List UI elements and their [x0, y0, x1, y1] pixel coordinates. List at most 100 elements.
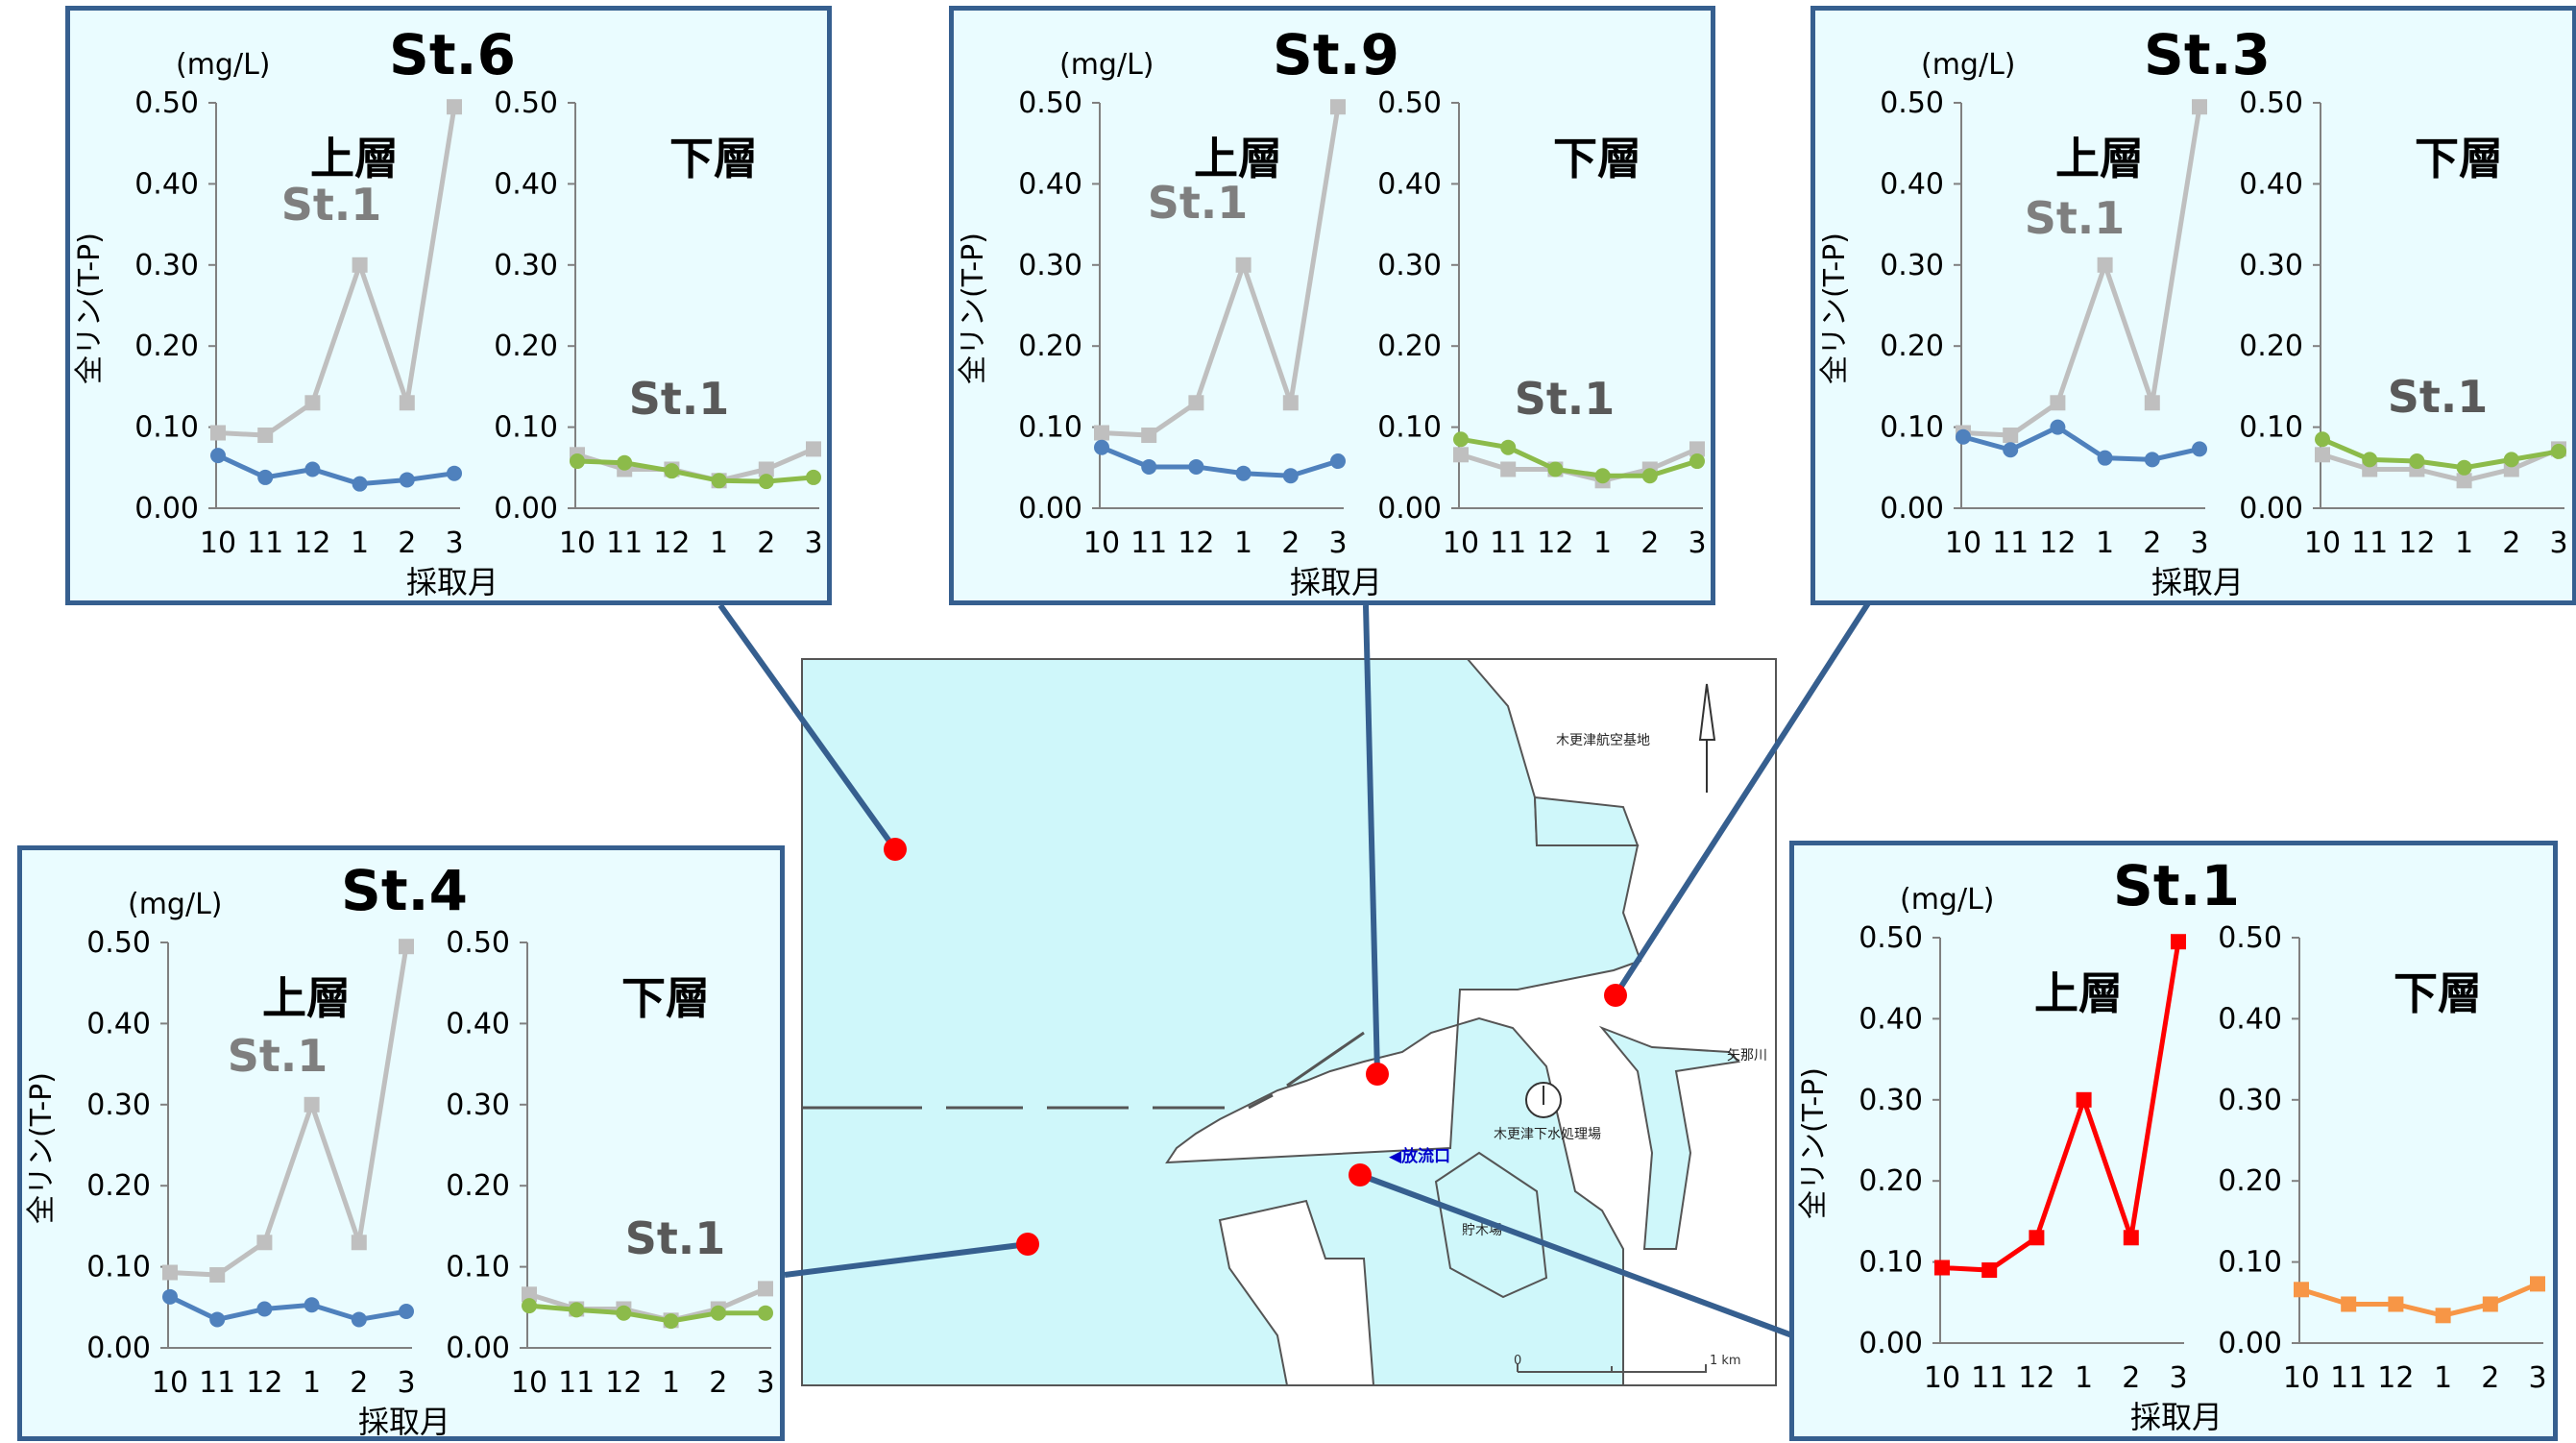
upper-ytick-label: 0.40 — [134, 167, 199, 201]
x-axis-label: 採取月 — [1290, 564, 1382, 600]
lower-xtick-label: 3 — [756, 1366, 774, 1400]
upper-reference-st1-point — [256, 1235, 273, 1251]
label-outfall: ◀放流口 — [1389, 1146, 1450, 1166]
upper-ytick-label: 0.20 — [1018, 330, 1082, 363]
lower-xtick-label: 2 — [2481, 1361, 2499, 1395]
upper-ytick-label: 0.10 — [1859, 1246, 1923, 1280]
upper-ytick-label: 0.30 — [1859, 1084, 1923, 1117]
upper-ytick-label: 0.00 — [1018, 492, 1082, 526]
lower-station-point — [570, 453, 585, 470]
upper-station-point — [256, 1301, 273, 1317]
unit-label: (mg/L) — [1921, 48, 2016, 82]
lower-station-point — [2503, 452, 2519, 468]
connector-st6 — [717, 603, 898, 851]
upper-station-point — [304, 461, 321, 477]
y-axis-label: 全リン(T-P) — [73, 232, 107, 384]
lower-st1-line — [2300, 1282, 2539, 1318]
lower-reference-st1-point — [2315, 447, 2330, 463]
lower-layer-label: 下層 — [621, 972, 710, 1024]
upper-reference-st1-point — [2003, 428, 2019, 444]
unit-label: (mg/L) — [176, 48, 271, 82]
station-point-st1[interactable] — [1349, 1163, 1372, 1186]
lower-xtick-label: 12 — [605, 1366, 642, 1400]
upper-xtick-label: 11 — [1971, 1361, 2007, 1395]
lower-xtick-label: 3 — [804, 526, 822, 560]
upper-station-point — [2097, 450, 2113, 466]
upper-st1-point — [2029, 1230, 2045, 1246]
upper-reference-st1-point — [1235, 257, 1252, 273]
lower-station-point — [1641, 468, 1658, 484]
upper-ytick-label: 0.50 — [1859, 921, 1923, 955]
lower-ytick-label: 0.40 — [1377, 167, 1442, 201]
lower-reference-st1-point — [758, 461, 774, 477]
lower-ytick-label: 0.50 — [446, 926, 510, 960]
upper-reference-st1-point — [352, 257, 368, 273]
upper-station-point — [209, 1311, 226, 1328]
upper-xtick-label: 1 — [1234, 526, 1252, 560]
upper-station-point — [399, 1304, 414, 1320]
lower-station-point — [617, 454, 633, 471]
upper-reference-st1-point — [1094, 425, 1109, 441]
upper-station-point — [2144, 452, 2160, 468]
upper-xtick-label: 3 — [2190, 526, 2208, 560]
lower-reference-st1-point — [2456, 473, 2472, 489]
lower-st1-point — [2530, 1276, 2545, 1292]
upper-station-point — [1235, 465, 1252, 481]
upper-xtick-label: 1 — [303, 1366, 321, 1400]
connector-st3 — [1613, 601, 1871, 997]
station-point-st9[interactable] — [1366, 1063, 1389, 1086]
chart-title: St.3 — [2144, 22, 2271, 87]
lower-xtick-label: 10 — [1443, 526, 1479, 560]
upper-station-point — [1956, 428, 1971, 445]
lower-ytick-label: 0.00 — [2239, 492, 2303, 526]
x-axis-label: 採取月 — [406, 564, 498, 600]
lower-xtick-label: 12 — [653, 526, 690, 560]
upper-reference-st1-point — [2144, 395, 2160, 411]
lower-ytick-label: 0.30 — [2218, 1084, 2282, 1117]
upper-xtick-label: 10 — [1924, 1361, 1960, 1395]
upper-reference-label: St.1 — [2025, 192, 2126, 244]
station-point-st3[interactable] — [1604, 984, 1627, 1007]
upper-station-point — [1282, 468, 1299, 484]
upper-station-point — [1330, 453, 1346, 470]
x-axis-label: 採取月 — [2130, 1399, 2223, 1435]
lower-station-point — [2456, 459, 2472, 476]
y-axis-label: 全リン(T-P) — [957, 232, 990, 384]
upper-reference-st1-point — [257, 428, 274, 444]
lower-ytick-label: 0.30 — [2239, 249, 2303, 282]
upper-xtick-label: 11 — [199, 1366, 235, 1400]
lower-xtick-label: 10 — [559, 526, 595, 560]
upper-xtick-label: 2 — [2122, 1361, 2140, 1395]
upper-xtick-label: 10 — [200, 526, 236, 560]
lower-station-point — [710, 1305, 726, 1321]
upper-ytick-label: 0.30 — [1880, 249, 1944, 282]
lower-ytick-label: 0.40 — [446, 1007, 510, 1040]
upper-layer-label: 上層 — [1194, 133, 1282, 184]
upper-st1-point — [2171, 934, 2186, 950]
lower-ytick-label: 0.30 — [1377, 249, 1442, 282]
breakwater — [802, 1031, 1365, 1110]
upper-st1-point — [1934, 1260, 1950, 1276]
lower-st1-point — [2388, 1296, 2404, 1312]
lower-reference-st1-point — [1500, 461, 1517, 477]
lower-station-point — [1689, 453, 1705, 470]
lower-station-point — [616, 1305, 632, 1321]
lower-ytick-label: 0.40 — [2239, 167, 2303, 201]
upper-layer-label: 上層 — [2034, 967, 2123, 1019]
upper-ytick-label: 0.00 — [1880, 492, 1944, 526]
station-point-st6[interactable] — [884, 838, 907, 861]
upper-station-point — [1141, 458, 1157, 475]
upper-ytick-label: 0.30 — [1018, 249, 1082, 282]
upper-layer-label: 上層 — [262, 972, 351, 1024]
lower-ytick-label: 0.00 — [1377, 492, 1442, 526]
upper-xtick-label: 10 — [1945, 526, 1981, 560]
lower-st1-point — [2294, 1282, 2309, 1298]
lower-xtick-label: 3 — [2549, 526, 2567, 560]
station-point-st4[interactable] — [1016, 1233, 1039, 1256]
unit-label: (mg/L) — [128, 888, 223, 921]
lower-reference-label: St.1 — [629, 373, 730, 425]
upper-xtick-label: 3 — [1328, 526, 1347, 560]
upper-xtick-label: 10 — [152, 1366, 188, 1400]
upper-ytick-label: 0.30 — [86, 1088, 151, 1122]
